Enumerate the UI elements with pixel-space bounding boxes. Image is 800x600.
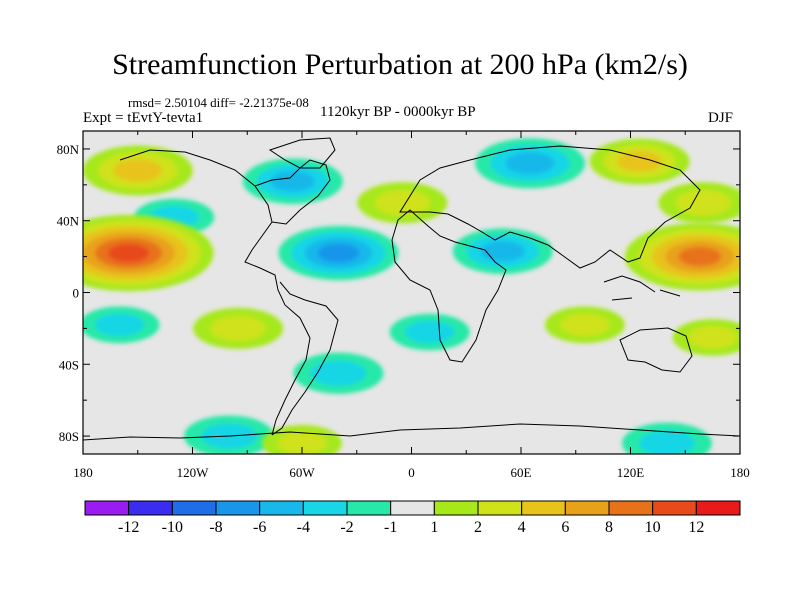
colorbar-swatch — [477, 500, 523, 516]
colorbar-label: -2 — [340, 519, 353, 536]
colorbar-label: 6 — [561, 519, 569, 536]
colorbar-label: -4 — [297, 519, 310, 536]
colorbar-label: 2 — [474, 519, 482, 536]
contour-level-fill — [317, 243, 360, 263]
colorbar-swatch — [521, 500, 566, 516]
anomaly-region — [83, 214, 214, 292]
colorbar-swatch — [346, 500, 392, 516]
coastlines — [83, 137, 740, 441]
contour-level-fill — [675, 190, 732, 216]
anomaly-region — [624, 222, 740, 291]
contour-level-fill — [560, 313, 610, 337]
colorbar-label: -6 — [253, 519, 266, 536]
colorbar-swatch — [652, 500, 697, 516]
colorbar-label: 8 — [605, 519, 613, 536]
anomaly-layer — [83, 138, 740, 454]
maritime-continent-coast — [603, 275, 681, 301]
australia-coast — [619, 327, 693, 373]
north-america-coast-east — [254, 159, 331, 225]
anomaly-region — [357, 182, 448, 224]
colorbar-swatch — [84, 500, 130, 516]
anomaly-region — [83, 306, 160, 344]
contour-level-fill — [94, 313, 145, 337]
season-label: DJF — [708, 110, 734, 126]
anomaly-region — [475, 138, 586, 189]
colorbar-swatch — [302, 500, 348, 516]
y-tick-labels: 80N 40N 0 40S 80S — [57, 142, 80, 444]
colorbar-swatch — [128, 500, 173, 516]
x-tick-label: 0 — [408, 465, 415, 480]
contour-level-fill — [639, 430, 695, 454]
colorbar-label: 10 — [645, 519, 661, 536]
chart-title: Streamfunction Perturbation at 200 hPa (… — [112, 48, 688, 81]
contour-level-fill — [678, 246, 722, 267]
anomaly-region — [262, 424, 342, 454]
contour-level-fill — [108, 243, 150, 263]
colorbar-swatch — [695, 500, 741, 516]
colorbar-swatch — [259, 500, 304, 516]
x-tick-label: 120E — [617, 465, 645, 480]
anomaly-region — [658, 182, 740, 224]
y-tick-label: 0 — [73, 286, 80, 301]
x-tick-labels: 180 120W 60W 0 60E 120E 180 — [73, 465, 750, 480]
anomaly-region — [672, 318, 740, 356]
colorbar-swatch — [564, 500, 610, 516]
colorbar-swatch — [608, 500, 654, 516]
colorbar-label: -8 — [209, 519, 222, 536]
contour-level-fill — [505, 152, 555, 175]
anomaly-region — [452, 228, 553, 275]
period-label: 1120kyr BP - 0000kyr BP — [320, 104, 476, 120]
americas-coast-west — [119, 149, 311, 436]
contour-level-fill — [277, 431, 327, 454]
x-tick-label: 60E — [511, 465, 532, 480]
anomaly-region — [544, 306, 625, 344]
colorbar-label: 4 — [518, 519, 526, 536]
stats-line: rmsd= 2.50104 diff= -2.21375e-08 — [128, 95, 309, 110]
y-tick-label: 40S — [59, 357, 79, 372]
y-tick-label: 80N — [57, 142, 80, 157]
axis-ticks — [82, 131, 741, 454]
anomaly-region — [622, 422, 712, 454]
africa-coast — [391, 209, 507, 363]
anomaly-region — [242, 158, 343, 205]
contour-level-fill — [374, 190, 431, 216]
x-tick-label: 180 — [73, 465, 93, 480]
colorbar-swatch — [215, 500, 261, 516]
experiment-label: Expt = tEvtY-tevta1 — [83, 110, 204, 126]
eurasia-coast — [399, 145, 701, 269]
contour-level-fill — [688, 326, 738, 349]
south-america-coast-east — [271, 281, 339, 436]
colorbar-label: 12 — [688, 519, 704, 536]
colorbar-label: -1 — [384, 519, 397, 536]
contour-level-fill — [480, 241, 525, 262]
colorbar-swatch — [390, 500, 435, 516]
colorbar-label: -12 — [118, 519, 139, 536]
colorbar-label: -10 — [162, 519, 183, 536]
contour-level-fill — [310, 360, 367, 386]
contour-level-fill — [405, 320, 455, 344]
colorbar-swatch — [433, 500, 479, 516]
colorbar-swatch — [171, 500, 217, 516]
anomaly-region — [278, 225, 399, 281]
contour-level-fill — [113, 159, 163, 182]
anomaly-region — [589, 138, 690, 185]
x-tick-label: 60W — [289, 465, 315, 480]
colorbar-labels: -12 -10 -8 -6 -4 -2 -1 1 2 4 6 8 10 12 — [118, 519, 704, 536]
anomaly-region — [193, 307, 284, 349]
greenland-coast — [268, 137, 336, 169]
anomaly-region — [83, 145, 193, 196]
colorbar-label: 1 — [430, 519, 438, 536]
y-tick-label: 80S — [59, 429, 79, 444]
anomaly-region — [389, 313, 470, 351]
colorbar — [84, 500, 741, 516]
x-tick-label: 120W — [177, 465, 210, 480]
contour-level-fill — [210, 315, 266, 342]
y-tick-label: 40N — [57, 214, 80, 229]
anomaly-region — [293, 352, 384, 394]
x-tick-label: 180 — [730, 465, 750, 480]
antarctica-coast — [83, 423, 740, 441]
contour-level-fill — [270, 171, 316, 192]
contour-level-fill — [617, 151, 662, 172]
